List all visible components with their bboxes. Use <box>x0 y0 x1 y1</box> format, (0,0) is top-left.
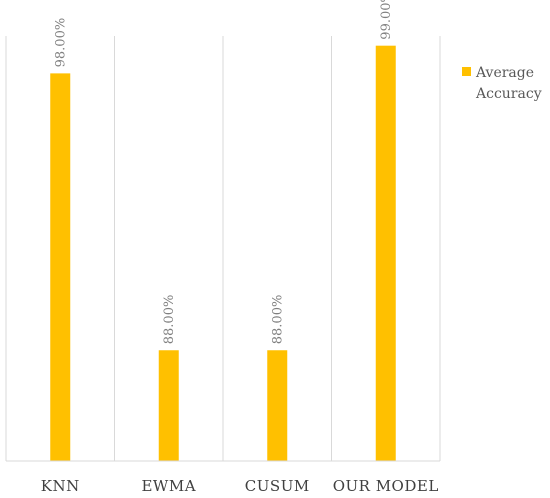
category-label: EWMA <box>141 477 196 495</box>
bar <box>375 45 396 461</box>
category-labels-group: KNN EWMA CUSUM OUR MODEL <box>41 477 439 495</box>
category-label: KNN <box>41 477 80 495</box>
data-label: 88.00% <box>162 295 177 345</box>
legend-swatch <box>462 67 471 76</box>
bar <box>267 350 288 461</box>
bar <box>158 350 179 461</box>
category-label: CUSUM <box>245 477 310 495</box>
data-label: 99.00% <box>379 0 394 40</box>
category-label: OUR MODEL <box>333 477 439 495</box>
data-label: 88.00% <box>270 295 285 345</box>
category-separators <box>5 36 441 461</box>
bar <box>50 73 71 461</box>
legend-label: Average Accuracy <box>476 65 542 102</box>
data-labels-group: 98.00% 88.00% 88.00% 99.00% <box>53 0 394 344</box>
bars-group <box>50 45 396 461</box>
data-label: 98.00% <box>53 18 68 68</box>
